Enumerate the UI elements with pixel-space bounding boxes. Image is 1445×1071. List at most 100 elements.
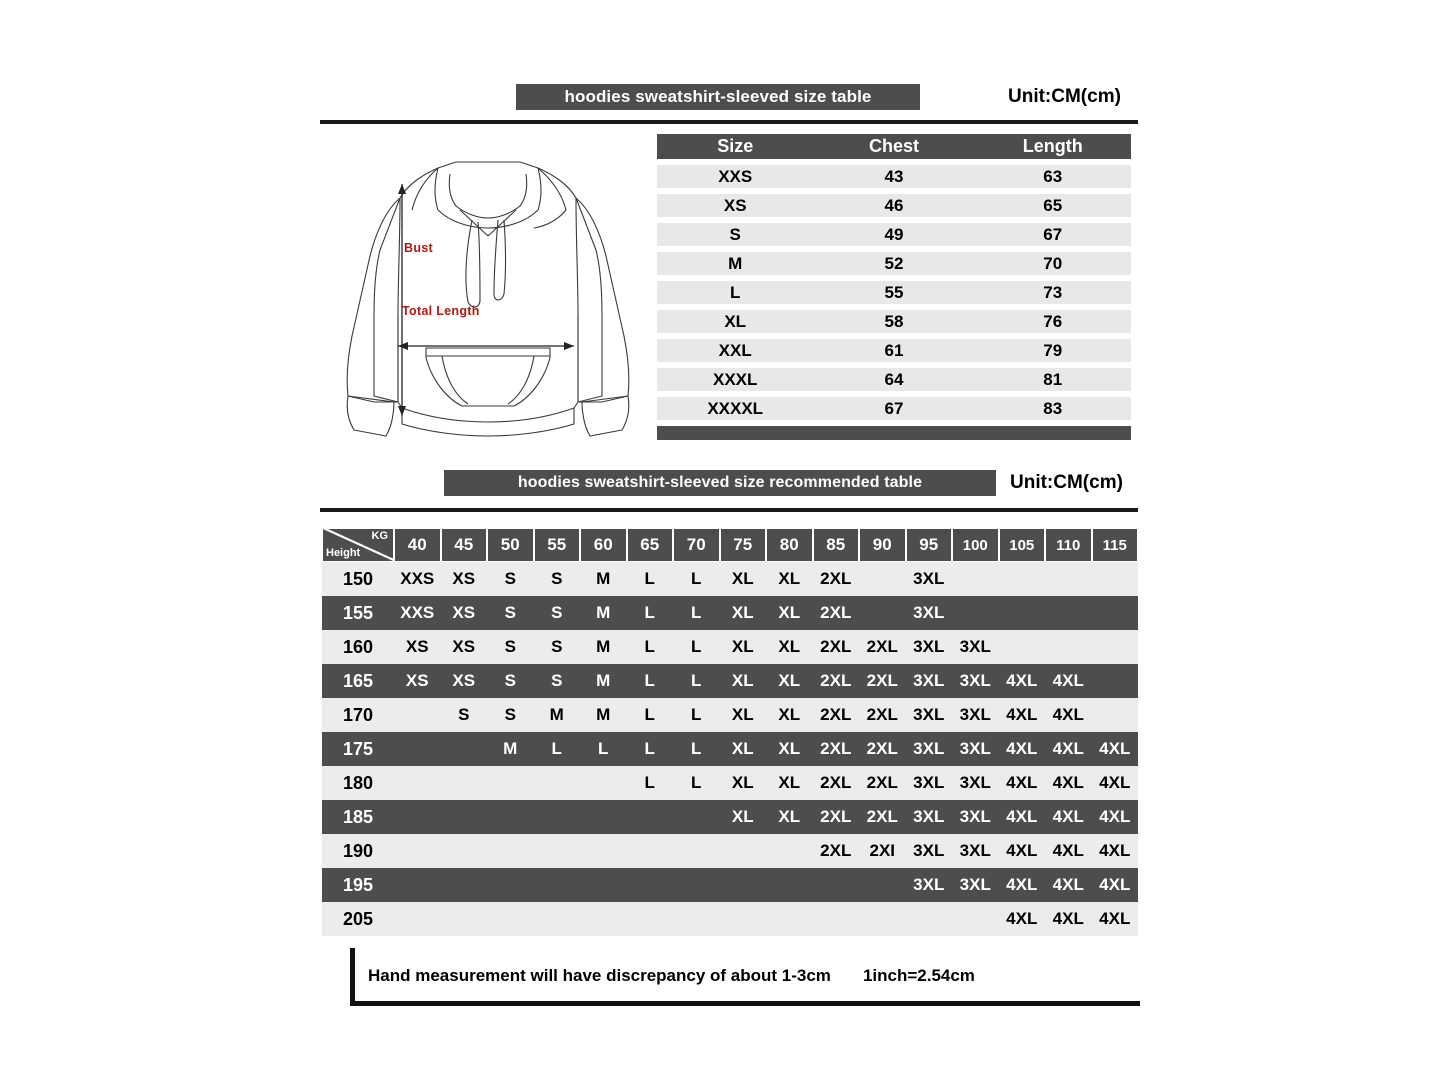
recommended-size-cell: 3XL [959, 807, 991, 826]
weight-col-header: 40 [394, 528, 441, 562]
recommended-size-cell: XL [778, 603, 801, 622]
recommended-size-cell [394, 732, 441, 766]
table-row: XXXL 64 81 [657, 368, 1131, 391]
footer-inch-conversion: 1inch=2.54cm [862, 966, 975, 985]
recommended-size-cell: 4XL [1052, 909, 1084, 928]
recommended-size-cell [487, 868, 534, 902]
height-row-header: 205 [342, 908, 374, 929]
recommended-size-cell [487, 766, 534, 800]
recommended-size-cell: S [504, 569, 516, 588]
weight-col-header: 95 [905, 528, 952, 562]
cell-length: 79 [1043, 340, 1063, 360]
recommended-size-cell [394, 834, 441, 868]
recommended-size-cell: 2XL [820, 569, 852, 588]
table-row: XXL 61 79 [657, 339, 1131, 362]
recommended-size-cell: 3XL [913, 705, 945, 724]
total-length-measure-label: Total Length [402, 304, 480, 318]
recommended-size-cell [394, 902, 441, 936]
recommended-size-cell: XL [731, 773, 754, 792]
recommended-size-cell: 3XL [913, 739, 945, 758]
cell-length: 67 [1043, 224, 1063, 244]
recommended-size-cell [441, 902, 488, 936]
recommended-size-cell: XS [452, 569, 476, 588]
recommended-size-cell: 4XL [1099, 841, 1131, 860]
recommended-size-cell [534, 902, 581, 936]
recommended-size-cell [859, 902, 906, 936]
recommended-size-cell: 2XL [820, 773, 852, 792]
weight-col-header: 115 [1091, 528, 1138, 562]
cell-length: 70 [1043, 253, 1063, 273]
recommended-size-cell [952, 562, 999, 596]
weight-col-header: 105 [998, 528, 1045, 562]
cell-size: XXS [718, 166, 753, 186]
cell-size: XL [724, 311, 747, 331]
recommended-size-cell: XL [731, 705, 754, 724]
weight-col-header: 100 [952, 528, 999, 562]
weight-col-header: 70 [673, 528, 720, 562]
height-row-header: 175 [342, 738, 374, 759]
recommended-size-cell: 2XI [869, 841, 896, 860]
recommended-size-cell: L [644, 569, 655, 588]
section2-divider [320, 508, 1138, 512]
recommended-size-cell: L [644, 671, 655, 690]
recommended-size-cell: XS [452, 671, 476, 690]
recommended-size-cell: 3XL [913, 807, 945, 826]
recommended-size-cell [859, 596, 906, 630]
weight-col-header: 45 [440, 528, 487, 562]
recommended-size-cell: 2XL [866, 739, 898, 758]
recommended-size-cell [441, 800, 488, 834]
section1-title-banner: hoodies sweatshirt-sleeved size table [516, 84, 920, 110]
cell-size: L [730, 282, 741, 302]
recommended-size-cell: 4XL [1099, 909, 1131, 928]
recommended-size-cell [766, 902, 813, 936]
cell-chest: 55 [884, 282, 904, 302]
recommended-table-row: 180 L L XL XL 2XL 2XL 3XL 3XL 4XL 4XL 4XL [322, 766, 1138, 800]
recommended-size-cell: S [504, 637, 516, 656]
recommended-size-cell [813, 868, 860, 902]
recommended-table-row: 205 4XL 4XL 4XL [322, 902, 1138, 936]
recommended-size-cell [627, 834, 674, 868]
recommended-size-table: KG Height 40 45 50 55 60 65 70 75 80 85 … [322, 528, 1138, 936]
recommended-size-cell: S [458, 705, 470, 724]
weight-col-header: 55 [533, 528, 580, 562]
recommended-size-cell: M [596, 637, 611, 656]
recommended-size-cell: 4XL [1099, 773, 1131, 792]
recommended-size-cell [580, 834, 627, 868]
recommended-size-cell: S [504, 705, 516, 724]
recommended-size-cell [1092, 630, 1139, 664]
recommended-size-cell: XL [778, 807, 801, 826]
footer-bottom-bar [350, 1001, 1140, 1006]
table-row: S 49 67 [657, 223, 1131, 246]
recommended-size-cell: M [549, 705, 564, 724]
corner-kg-label: KG [371, 530, 389, 542]
table-row: M 52 70 [657, 252, 1131, 275]
cell-chest: 52 [884, 253, 904, 273]
footer-note: Hand measurement will have discrepancy o… [350, 948, 1140, 1010]
cell-chest: 67 [884, 398, 904, 418]
section1-unit-label: Unit:CM(cm) [1008, 86, 1121, 107]
recommended-size-cell: 4XL [1052, 807, 1084, 826]
recommended-size-cell [441, 868, 488, 902]
recommended-size-cell [580, 766, 627, 800]
recommended-table-row: 155 XXS XS S S M L L XL XL 2XL 3XL [322, 596, 1138, 630]
height-row-header: 160 [342, 636, 374, 657]
recommended-size-cell [394, 868, 441, 902]
table-row: XL 58 76 [657, 310, 1131, 333]
recommended-size-cell [627, 800, 674, 834]
recommended-size-cell: 4XL [1052, 739, 1084, 758]
recommended-size-cell: L [644, 603, 655, 622]
recommended-size-cell: L [598, 739, 609, 758]
hoodie-drawing [346, 161, 630, 437]
recommended-size-cell: S [504, 603, 516, 622]
recommended-size-cell: XS [452, 603, 476, 622]
recommended-size-cell [859, 562, 906, 596]
recommended-table-row: 195 3XL 3XL 4XL 4XL 4XL [322, 868, 1138, 902]
recommended-size-cell [1045, 562, 1092, 596]
section1-banner-row: hoodies sweatshirt-sleeved size table Un… [516, 84, 1121, 110]
cell-size: XXXXL [707, 398, 764, 418]
cell-chest: 43 [884, 166, 904, 186]
height-row-header: 195 [342, 874, 374, 895]
recommended-size-cell [534, 800, 581, 834]
height-row-header: 180 [342, 772, 374, 793]
